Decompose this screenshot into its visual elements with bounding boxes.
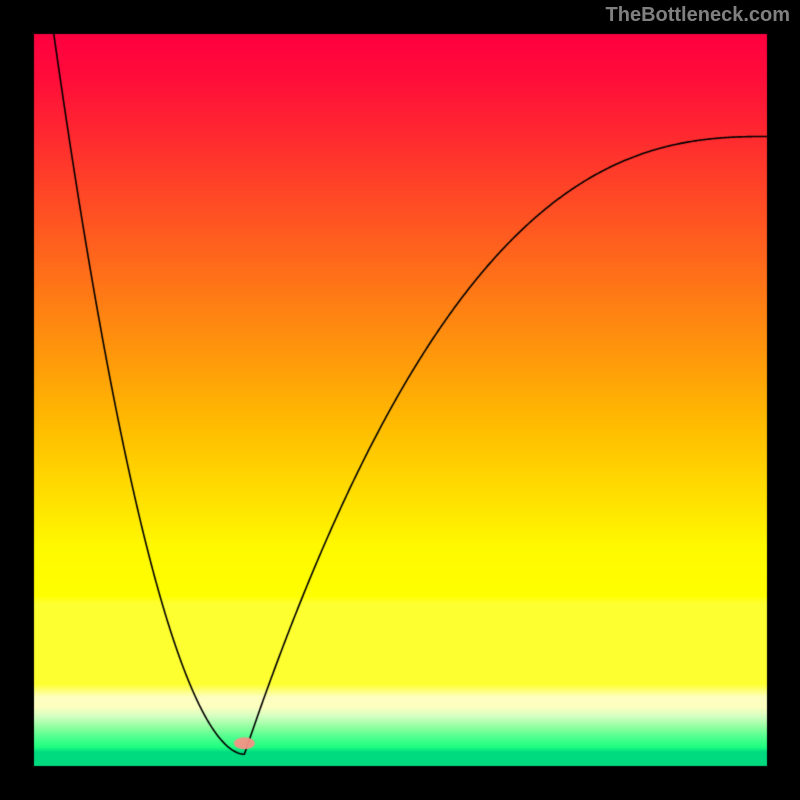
watermark-text: TheBottleneck.com [606,4,790,27]
chart-canvas [0,0,800,800]
